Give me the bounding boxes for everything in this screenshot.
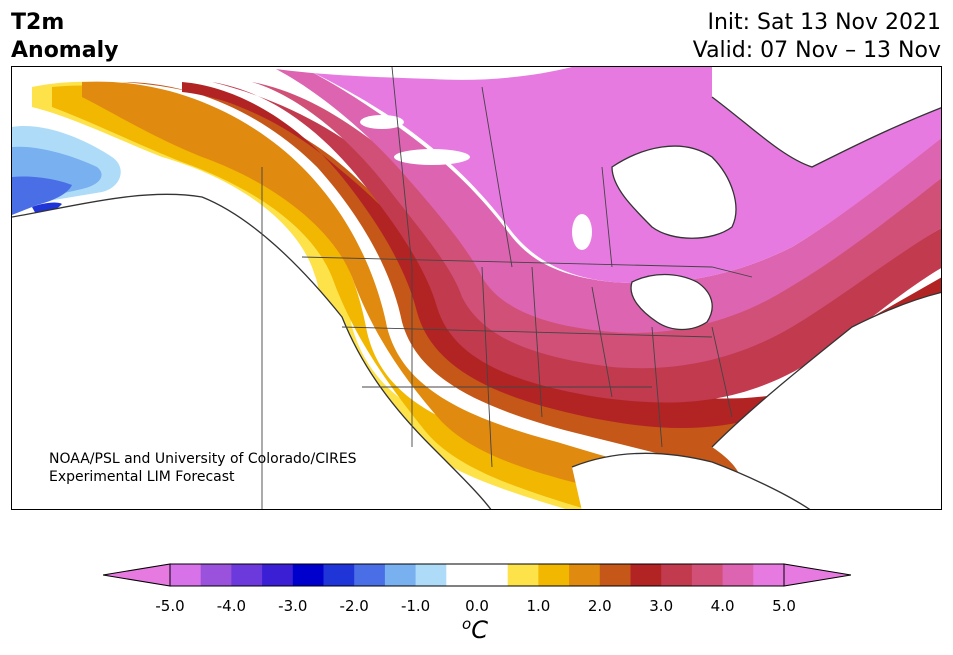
great-slave-lake: [394, 149, 470, 165]
colorbar-segment: [753, 564, 785, 586]
unit-label: C: [471, 616, 488, 644]
colorbar-segment: [446, 564, 478, 586]
colorbar-segment: [323, 564, 355, 586]
colorbar-tick-label: 4.0: [710, 597, 735, 615]
map-title: T2m Anomaly: [11, 9, 118, 65]
colorbar-segment: [661, 564, 693, 586]
hudson-bay: [612, 146, 736, 239]
colorbar-tick-label: 5.0: [772, 597, 796, 615]
atlantic-ocean: [712, 292, 941, 509]
colorbar-over-arrow: [783, 563, 851, 587]
colorbar-unit: oC: [462, 615, 488, 644]
colorbar-segment: [384, 564, 417, 586]
credit-text: NOAA/PSL and University of Colorado/CIRE…: [49, 450, 357, 486]
colorbar-tick-label: -3.0: [278, 597, 308, 615]
colorbar-segment: [507, 564, 539, 586]
credit-line1: NOAA/PSL and University of Colorado/CIRE…: [49, 451, 357, 467]
forecast-dates: Init: Sat 13 Nov 2021 Valid: 07 Nov – 13…: [693, 9, 941, 65]
colorbar-segment: [691, 564, 724, 586]
colorbar-segment: [354, 564, 386, 586]
great-lakes: [631, 274, 713, 330]
colorbar-segment: [200, 564, 232, 586]
anomaly-band-pink: [272, 67, 941, 333]
colorbar-segment: [170, 564, 202, 586]
colorbar-segment: [415, 564, 447, 586]
colorbar-segment: [477, 564, 509, 586]
political-borders: [261, 67, 753, 509]
colorbar-segment: [262, 564, 294, 586]
coastlines: [12, 96, 941, 509]
title-variable: T2m: [11, 10, 65, 35]
colorbar-tick-label: -1.0: [400, 597, 431, 615]
pacific-ocean: [12, 194, 491, 509]
colorbar-tick-label: -5.0: [155, 597, 185, 615]
colorbar-tick-label: 3.0: [649, 597, 674, 615]
title-anomaly: Anomaly: [11, 38, 119, 63]
colorbar-under-arrow: [103, 563, 171, 587]
colorbar-tick-label: 0.0: [465, 597, 489, 615]
colorbar-segment: [722, 564, 754, 586]
anomaly-band-orange: [82, 81, 752, 498]
colorbar: [103, 563, 851, 587]
colorbar-tick-label: -4.0: [216, 597, 247, 615]
init-date: Init: Sat 13 Nov 2021: [707, 10, 941, 35]
colorbar-segment: [630, 564, 662, 586]
anomaly-band-gold: [52, 85, 727, 509]
great-bear-lake: [360, 115, 404, 129]
colorbar-segment: [231, 564, 263, 586]
anomaly-cold-mid: [12, 176, 72, 215]
colorbar-segment: [569, 564, 601, 586]
valid-range: Valid: 07 Nov – 13 Nov: [692, 38, 941, 63]
colorbar-frame: [169, 563, 785, 587]
colorbar-tick-label: 1.0: [526, 597, 551, 615]
arctic-water: [262, 67, 572, 80]
anomaly-map: [11, 66, 942, 510]
colorbar-tick-label: 2.0: [587, 597, 612, 615]
colorbar-segment: [292, 564, 324, 586]
map-canvas: [12, 67, 941, 509]
colorbar-segment: [599, 564, 631, 586]
colorbar-tick-label: -2.0: [339, 597, 369, 615]
colorbar-segment: [538, 564, 570, 586]
unit-prefix: o: [462, 615, 472, 633]
credit-line2: Experimental LIM Forecast: [49, 469, 235, 485]
lake-winnipeg: [572, 214, 592, 250]
